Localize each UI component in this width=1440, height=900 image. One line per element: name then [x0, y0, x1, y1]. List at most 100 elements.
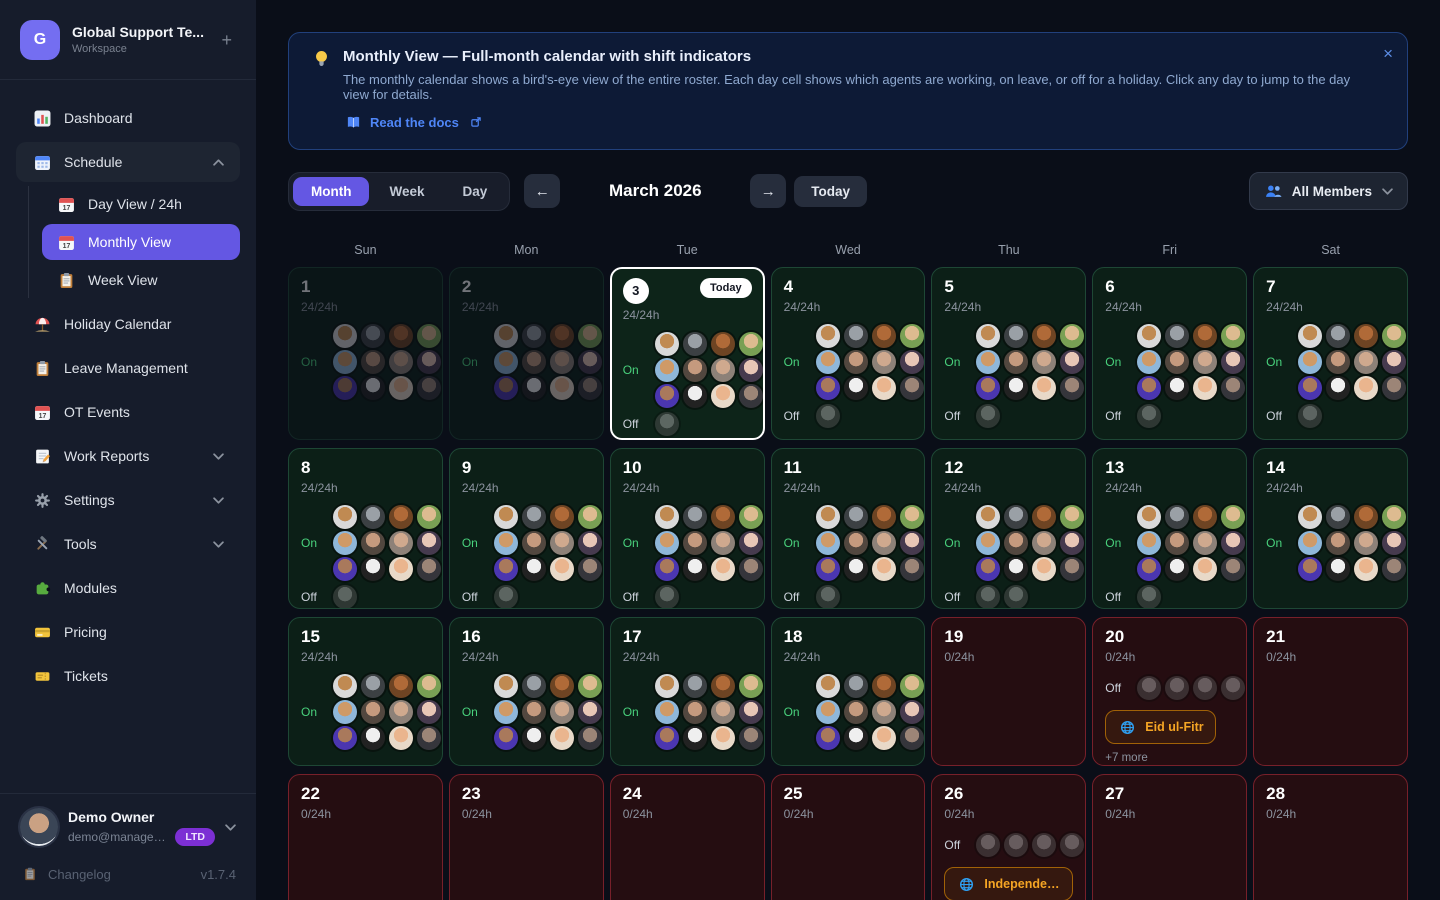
weekday-label: Fri — [1162, 242, 1177, 257]
on-label: On — [783, 355, 800, 370]
day-cell[interactable]: 23 0/24h — [448, 773, 604, 900]
day-number: 15 — [301, 626, 320, 646]
day-cell[interactable]: 2 24/24h On — [448, 266, 604, 440]
sidebar-item-monthly-view[interactable]: 17 Monthly View — [42, 224, 240, 260]
day-cell[interactable]: 14 24/24h On — [1253, 447, 1408, 609]
member-avatar — [682, 383, 707, 408]
on-avatars — [493, 324, 602, 401]
sidebar-item-tools[interactable]: Tools — [16, 524, 240, 564]
svg-text:17: 17 — [62, 204, 70, 211]
day-cell[interactable]: 22 0/24h — [288, 773, 443, 900]
day-cell[interactable]: 17 24/24h On — [609, 616, 765, 766]
day-cell[interactable]: 13 24/24h On Off — [1092, 447, 1248, 609]
view-tab-day[interactable]: Day — [445, 177, 506, 206]
sidebar-footer: Changelog v1.7.4 — [0, 854, 256, 900]
day-cell[interactable]: 3 Today 24/24h On Off — [609, 266, 765, 440]
day-cell[interactable]: 25 0/24h — [770, 773, 926, 900]
add-workspace-button[interactable]: + — [217, 27, 236, 53]
day-cell[interactable]: 24 0/24h — [609, 773, 765, 900]
sidebar-item-dashboard[interactable]: Dashboard — [16, 98, 240, 138]
day-cell[interactable]: 28 0/24h — [1253, 773, 1408, 900]
day-cell[interactable]: 1 24/24h On — [288, 266, 443, 440]
member-avatar — [1221, 505, 1246, 530]
sidebar-item-schedule[interactable]: Schedule — [16, 142, 240, 182]
sidebar-item-work-reports[interactable]: Work Reports — [16, 436, 240, 476]
day-number: 24 — [622, 783, 642, 803]
day-cell[interactable]: 8 24/24h On Off — [288, 447, 443, 609]
day-cell-header: 4 — [784, 277, 913, 297]
changelog-link[interactable]: Changelog — [48, 866, 111, 882]
member-avatar — [577, 505, 602, 530]
member-avatar — [361, 531, 385, 556]
sidebar-item-holiday-calendar[interactable]: Holiday Calendar — [16, 304, 240, 344]
holiday-badge[interactable]: Eid ul-Fitr — [1105, 710, 1216, 745]
day-cell[interactable]: 18 24/24h On — [770, 616, 926, 766]
member-avatar — [1298, 350, 1323, 375]
today-button[interactable]: Today — [794, 175, 868, 207]
day-cell[interactable]: 5 24/24h On Off — [931, 266, 1087, 440]
member-avatar — [976, 350, 1001, 375]
day-cell[interactable]: 16 24/24h On — [448, 616, 604, 766]
day-cell-header: 12 — [944, 458, 1073, 478]
weekday-label: Wed — [835, 242, 861, 257]
member-avatar — [549, 674, 574, 699]
day-cell[interactable]: 10 24/24h On Off — [609, 447, 765, 609]
view-tab-week[interactable]: Week — [371, 177, 442, 206]
member-avatar — [1193, 531, 1218, 556]
view-tab-month[interactable]: Month — [293, 176, 370, 206]
off-avatars — [333, 585, 441, 608]
member-avatar — [417, 557, 441, 582]
member-avatar — [654, 331, 679, 356]
member-avatar — [521, 726, 546, 751]
workspace-logo: G — [20, 19, 60, 60]
day-cell[interactable]: 20 0/24h Off Eid ul-Fitr +7 more — [1092, 616, 1248, 766]
next-month-button[interactable]: → — [750, 174, 787, 208]
day-cell[interactable]: 11 24/24h On Off — [770, 447, 926, 609]
sidebar-item-pricing[interactable]: Pricing — [16, 612, 240, 652]
sidebar-item-modules[interactable]: Modules — [16, 568, 240, 608]
external-link-icon — [466, 112, 486, 132]
sidebar-item-settings[interactable]: Settings — [16, 480, 240, 520]
sidebar-item-week-view[interactable]: Week View — [42, 262, 240, 298]
day-cell[interactable]: 7 24/24h On Off — [1253, 266, 1408, 440]
chevron-down-icon[interactable] — [225, 823, 236, 831]
day-hours: 0/24h — [301, 807, 332, 822]
member-avatar — [815, 376, 840, 401]
members-filter-dropdown[interactable]: All Members — [1248, 172, 1408, 210]
member-avatar — [815, 324, 840, 349]
member-avatar — [521, 557, 546, 582]
day-cell[interactable]: 6 24/24h On Off — [1092, 266, 1248, 440]
sidebar-item-tickets[interactable]: Tickets — [16, 656, 240, 696]
holiday-badge[interactable]: Independence ... — [944, 867, 1074, 900]
day-cell[interactable]: 19 0/24h — [931, 616, 1087, 766]
clipboard-icon — [20, 864, 40, 884]
day-cell[interactable]: 15 24/24h On — [288, 616, 443, 766]
day-cell[interactable]: 4 24/24h On Off — [770, 266, 926, 440]
member-avatar — [815, 557, 840, 582]
member-avatar — [361, 376, 385, 401]
prev-month-button[interactable]: ← — [524, 174, 561, 208]
workspace-meta: Global Support Te... Workspace — [72, 24, 217, 55]
sidebar-item-leave-management[interactable]: Leave Management — [16, 348, 240, 388]
day-hours: 24/24h — [783, 481, 821, 496]
member-avatar — [843, 557, 868, 582]
day-number: 1 — [301, 276, 311, 296]
day-number: 11 — [783, 457, 802, 477]
day-cell[interactable]: 27 0/24h — [1092, 773, 1248, 900]
member-avatar — [521, 376, 546, 401]
member-avatar — [1221, 531, 1246, 556]
day-cell[interactable]: 12 24/24h On Off — [931, 447, 1087, 609]
sidebar-item-ot-events[interactable]: 17 OT Events — [16, 392, 240, 432]
member-avatar — [738, 557, 763, 582]
workspace-header[interactable]: G Global Support Te... Workspace + — [0, 0, 256, 80]
banner-close-button[interactable]: × — [1383, 44, 1393, 63]
day-cell[interactable]: 21 0/24h — [1253, 616, 1408, 766]
on-shift-row: On — [783, 324, 924, 401]
member-avatar — [1060, 376, 1085, 401]
sidebar-item-day-view-24h[interactable]: 17 Day View / 24h — [42, 186, 240, 222]
read-docs-link[interactable]: Read the docs — [343, 112, 486, 132]
member-avatar — [1032, 324, 1057, 349]
user-card[interactable]: Demo Owner demo@manageros... LTD — [0, 793, 256, 854]
day-cell[interactable]: 9 24/24h On Off — [448, 447, 604, 609]
